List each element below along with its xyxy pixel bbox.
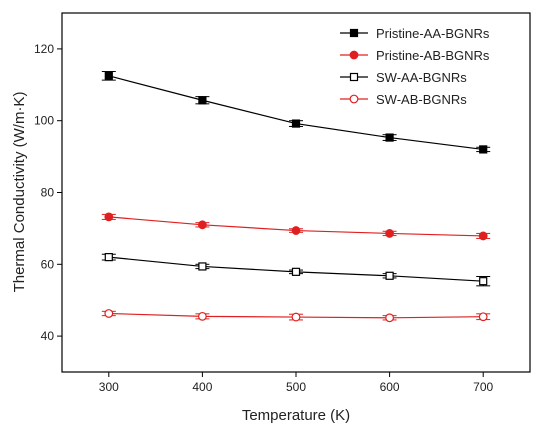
data-point xyxy=(385,229,395,238)
data-point xyxy=(104,309,114,318)
y-tick-label: 60 xyxy=(41,257,55,271)
data-point xyxy=(349,94,359,104)
x-tick-label: 500 xyxy=(286,380,306,394)
legend-label: SW-AA-BGNRs xyxy=(376,70,467,85)
series-0 xyxy=(101,71,491,154)
x-tick-label: 300 xyxy=(99,380,119,394)
y-tick-label: 120 xyxy=(34,42,54,56)
data-point xyxy=(385,271,394,280)
data-point xyxy=(104,253,113,262)
series-layer xyxy=(101,71,491,323)
data-point xyxy=(478,312,488,322)
y-axis-label: Thermal Conductivity (W/m·K) xyxy=(11,92,28,293)
data-point xyxy=(291,312,301,322)
data-point xyxy=(198,96,207,105)
x-tick-label: 600 xyxy=(380,380,400,394)
data-point xyxy=(197,311,207,321)
y-tick-label: 40 xyxy=(41,329,55,343)
legend-label: Pristine-AB-BGNRs xyxy=(376,48,490,63)
data-point xyxy=(385,133,394,142)
data-point xyxy=(349,50,359,60)
x-tick-label: 700 xyxy=(473,380,493,394)
data-point xyxy=(479,277,488,286)
legend-label: Pristine-AA-BGNRs xyxy=(376,26,490,41)
series-1 xyxy=(101,212,491,241)
y-axis-ticks: 40 60 80 100 120 xyxy=(34,42,62,343)
data-point xyxy=(349,72,359,82)
data-point xyxy=(197,220,207,230)
data-point xyxy=(478,231,488,241)
y-tick-label: 100 xyxy=(34,114,54,128)
data-point xyxy=(104,71,113,80)
legend-label: SW-AB-BGNRs xyxy=(376,92,467,107)
data-point xyxy=(291,119,301,128)
x-axis-ticks: 300 400 500 600 700 xyxy=(99,372,494,394)
x-axis-label: Temperature (K) xyxy=(242,407,350,424)
series-3 xyxy=(101,309,491,323)
legend: Pristine-AA-BGNRs Pristine-AB-BGNRs SW-AA-… xyxy=(340,26,490,107)
data-point xyxy=(479,145,488,154)
x-tick-label: 400 xyxy=(192,380,212,394)
y-tick-label: 80 xyxy=(41,186,55,200)
data-point xyxy=(385,313,395,323)
data-point xyxy=(291,226,301,235)
data-point xyxy=(291,267,301,276)
series-2 xyxy=(101,253,491,287)
data-point xyxy=(104,212,114,222)
data-point xyxy=(198,262,207,271)
data-point xyxy=(349,28,359,38)
